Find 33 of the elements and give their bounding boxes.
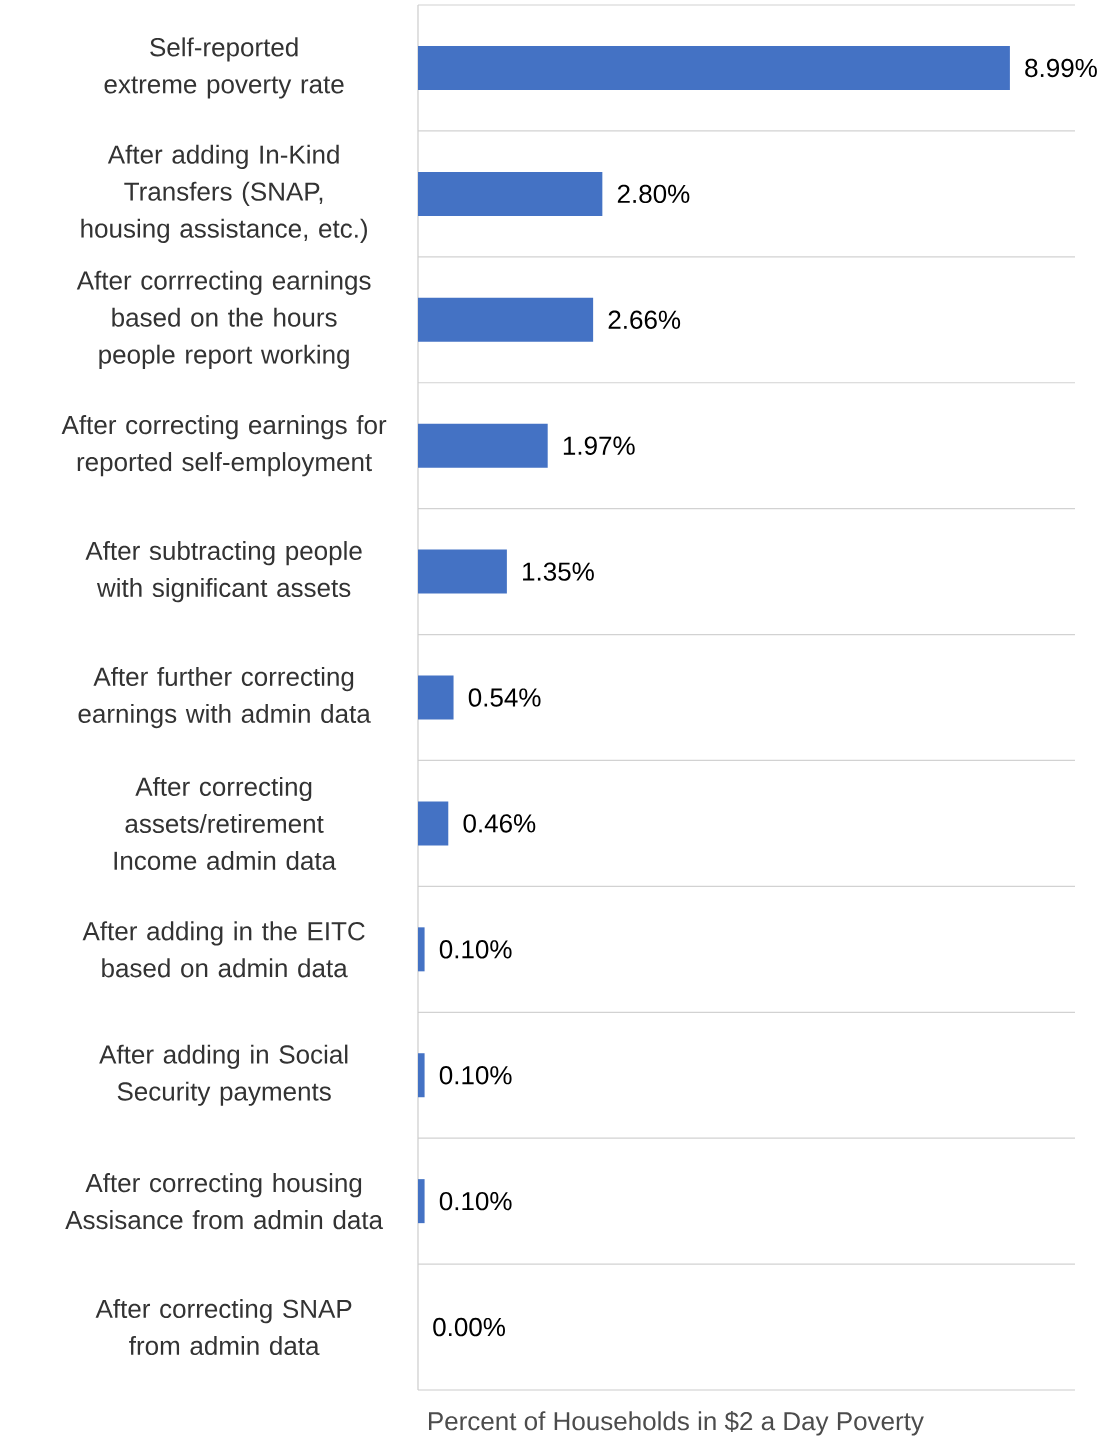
bar [417, 423, 548, 468]
bar [417, 45, 1010, 90]
bar [417, 1179, 425, 1224]
data-label: 0.46% [463, 814, 536, 833]
y-tick-label: After correcting housing Assisance from admin data [65, 1173, 384, 1230]
y-tick-label: After correcting assets/retirement Income admin data [114, 776, 337, 870]
y-tick-label: After further correcting earnings with admin data [78, 666, 371, 729]
x-axis-title: Percent of Households in $2 a Day Poverty [428, 1410, 924, 1436]
bar [417, 801, 449, 846]
bar [417, 927, 425, 972]
y-tick-label: After corrrecting earnings based on the hours people report working [76, 270, 371, 369]
bar [417, 1053, 425, 1098]
data-label: 1.97% [563, 436, 635, 455]
y-tick-label: After adding In-Kind Transfers (SNAP, housing assistance, etc.) [81, 144, 367, 243]
data-label: 0.10% [439, 940, 512, 959]
data-label: 0.00% [433, 1317, 505, 1337]
data-label: 1.35% [523, 562, 594, 581]
data-label: 8.99% [1025, 58, 1097, 78]
y-tick-label: Self-reported extreme poverty rate [104, 37, 344, 99]
y-tick-label: After adding in the EITC based on admin data [82, 921, 365, 978]
y-tick-label: After correcting earnings for reported self-employment [61, 415, 387, 477]
y-tick-label: After adding in Social Security payments [99, 1044, 348, 1106]
data-label: 0.10% [439, 1191, 512, 1211]
y-tick-label: After subtracting people with significant assets [85, 541, 362, 603]
data-label: 0.54% [468, 688, 541, 707]
bar [417, 171, 603, 216]
bar [417, 549, 507, 594]
data-label: 2.66% [608, 310, 681, 329]
bar [417, 297, 594, 342]
data-label: 0.10% [439, 1066, 512, 1085]
y-tick-label: After correcting SNAP from admin data [95, 1299, 352, 1356]
bar [417, 675, 454, 720]
data-label: 2.80% [617, 184, 690, 204]
